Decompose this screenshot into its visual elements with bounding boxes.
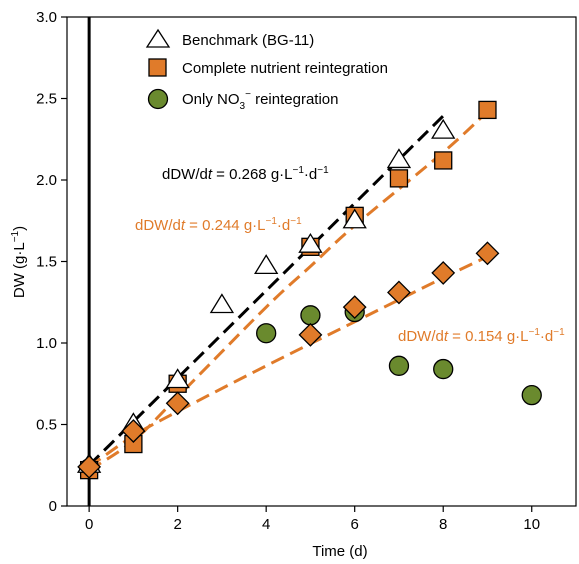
circle-point (521, 385, 542, 406)
legend-item-complete: Complete nutrient reintegration (148, 58, 388, 77)
triangle-point (254, 254, 279, 275)
legend-label-complete: Complete nutrient reintegration (182, 60, 388, 77)
diamond-point (165, 391, 190, 416)
x-tick-label: 2 (173, 516, 181, 533)
legend-triangle-marker (145, 28, 171, 48)
circle-point (388, 355, 410, 376)
triangle-point (165, 368, 190, 389)
annotation-benchmark-rate: dDW/dt = 0.268 g·L−1·d−1 (162, 165, 329, 183)
data-markers (76, 100, 542, 480)
x-tick-label: 6 (351, 516, 359, 533)
x-tick-label: 10 (523, 516, 540, 533)
fit-line-3 (88, 255, 489, 469)
diamond-point (387, 280, 411, 305)
legend-item-nitrate: Only NO3− reintegration (147, 88, 338, 112)
axis-ticks: 0 2 4 6 8 10 0 0.5 1.0 1.5 2.0 2.5 3.0 (36, 9, 540, 533)
legend-square-marker (148, 58, 167, 77)
circle-point (300, 305, 321, 326)
x-tick-label: 0 (85, 516, 93, 533)
y-tick-label: 0 (49, 498, 57, 515)
y-tick-label: 1.0 (36, 335, 57, 352)
legend-item-benchmark: Benchmark (BG-11) (145, 28, 314, 49)
triangle-point (298, 232, 323, 253)
triangle-point (342, 208, 367, 229)
legend: Benchmark (BG-11) Complete nutrient rein… (145, 28, 388, 112)
diamond-point (475, 241, 500, 266)
legend-label-nitrate: Only NO3− reintegration (182, 89, 338, 112)
triangle-point (209, 293, 235, 314)
square-point (389, 169, 409, 188)
x-tick-label: 4 (262, 516, 270, 533)
legend-label-benchmark: Benchmark (BG-11) (182, 32, 314, 49)
square-point (434, 151, 453, 170)
annotation-nitrate-rate: dDW/dt = 0.154 g·L−1·d−1 (398, 327, 565, 345)
circle-point (256, 323, 277, 344)
y-tick-label: 0.5 (36, 417, 57, 434)
y-tick-label: 1.5 (36, 254, 57, 271)
x-axis-label: Time (d) (312, 543, 367, 560)
annotation-complete-rate: dDW/dt = 0.244 g·L−1·d−1 (135, 216, 302, 234)
y-tick-label: 2.5 (36, 91, 57, 108)
y-axis-label: DW (g·L−1) (10, 226, 28, 298)
legend-circle-marker (147, 88, 169, 110)
diamond-point (298, 322, 323, 347)
square-point (478, 100, 497, 120)
x-tick-label: 8 (439, 516, 447, 533)
diamond-point (342, 295, 367, 320)
y-tick-label: 3.0 (36, 9, 57, 26)
diamond-point (431, 260, 456, 285)
triangle-point (386, 148, 412, 169)
diamond-point (77, 454, 102, 479)
y-tick-label: 2.0 (36, 172, 57, 189)
triangle-point (431, 118, 456, 139)
circle-point (433, 358, 454, 380)
diamond-point (121, 419, 146, 443)
